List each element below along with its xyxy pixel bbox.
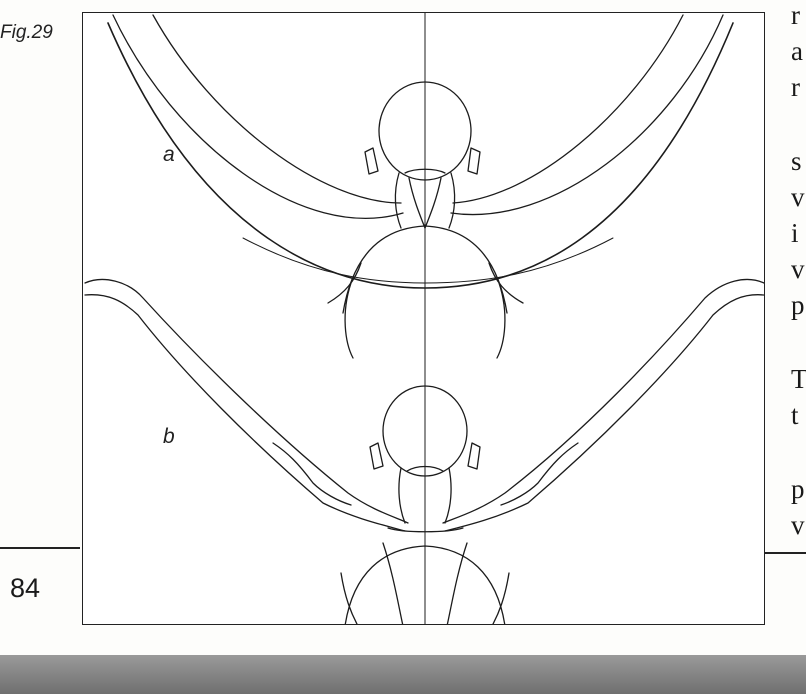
panel-b-label: b <box>163 425 175 448</box>
text-fragment: p <box>791 474 805 504</box>
text-fragment: r <box>791 72 800 102</box>
text-fragment: i <box>791 218 799 248</box>
text-fragment: T <box>791 364 806 394</box>
text-fragment: v <box>791 510 805 540</box>
panel-a-drawing <box>107 14 734 359</box>
figure-illustration: a b <box>82 12 765 625</box>
cropped-text-column: r a r s v i v p T t p v <box>787 0 806 560</box>
figure-caption: Fig.29 <box>0 22 53 43</box>
text-fragment: a <box>791 36 803 66</box>
panel-b-drawing <box>84 278 764 624</box>
bottom-edge-bar <box>0 655 806 694</box>
text-fragment: v <box>791 254 805 284</box>
text-fragment: v <box>791 182 805 212</box>
text-fragment: r <box>791 0 800 30</box>
text-fragment: s <box>791 146 802 176</box>
text-fragment: t <box>791 400 799 430</box>
panel-a-label: a <box>163 143 175 166</box>
page-rule-left <box>0 547 80 549</box>
page-number: 84 <box>10 573 41 603</box>
text-fragment: p <box>791 290 805 320</box>
page-rule-right <box>765 552 806 554</box>
shoulder-drawing <box>84 13 764 624</box>
